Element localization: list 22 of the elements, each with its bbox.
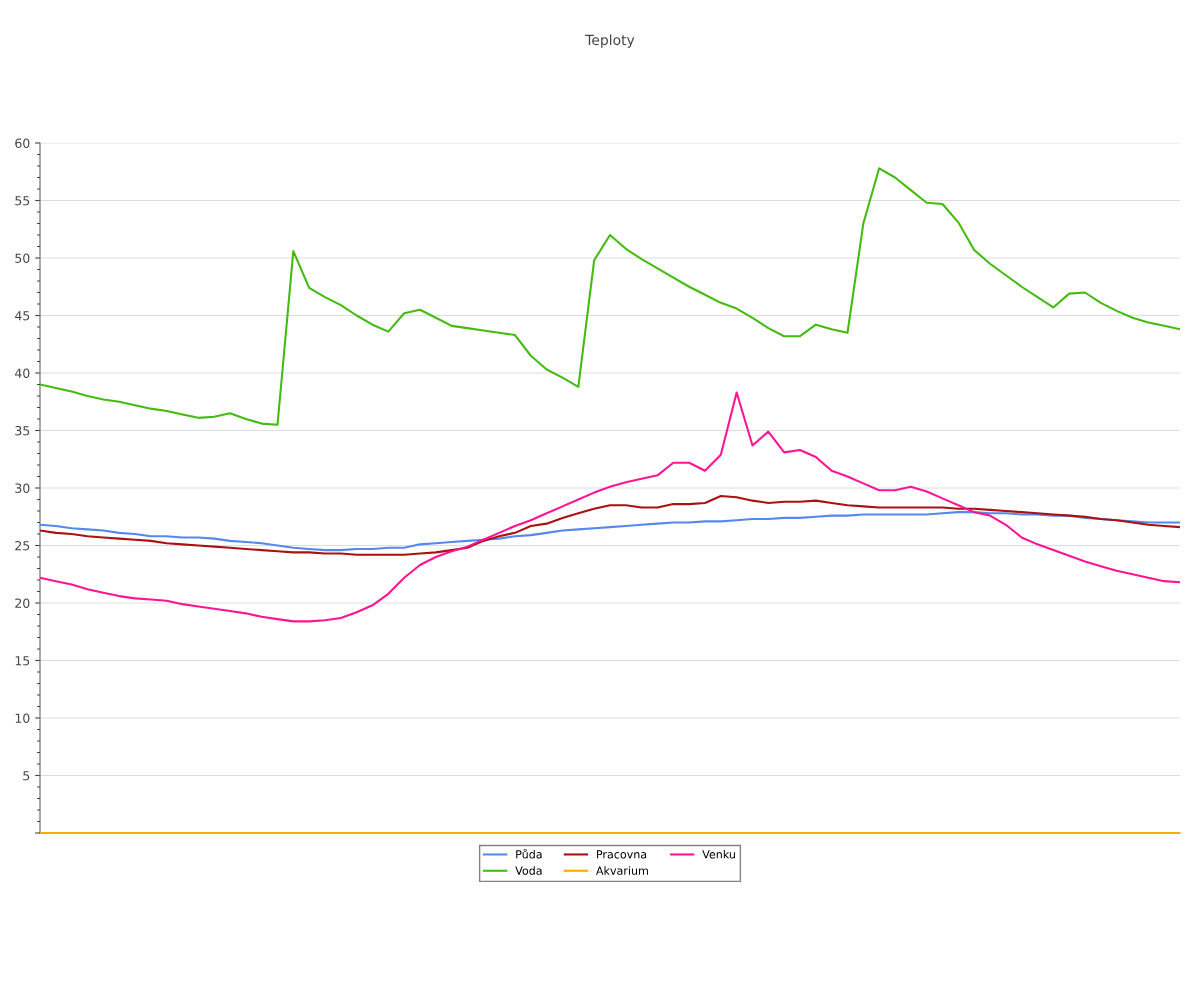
line-series	[40, 511, 1180, 552]
y-tick-label: 60	[15, 138, 30, 148]
line-series	[40, 495, 1180, 556]
y-tick-label: 45	[14, 311, 30, 321]
y-tick-label: 10	[15, 713, 30, 723]
legend-label: Voda	[515, 866, 542, 875]
y-tick-label: 25	[15, 540, 30, 551]
y-tick-label: 30	[15, 483, 30, 493]
line-series	[40, 167, 1180, 426]
y-tick-label: 35	[15, 425, 30, 436]
y-tick-label: 20	[15, 598, 30, 608]
y-tick-label: 40	[14, 368, 30, 378]
legend-label: Venku	[702, 849, 735, 859]
y-tick-label: 50	[15, 253, 30, 263]
legend-label: Půda	[516, 848, 542, 859]
legend-label: Pracovna	[597, 850, 647, 859]
chart-title: Teploty	[585, 34, 635, 48]
y-tick-label: 15	[15, 656, 30, 666]
y-tick-label: 5	[23, 771, 30, 781]
y-tick-label: 55	[15, 196, 30, 206]
legend-label: Akvarium	[596, 866, 648, 875]
line-series	[40, 391, 1180, 623]
